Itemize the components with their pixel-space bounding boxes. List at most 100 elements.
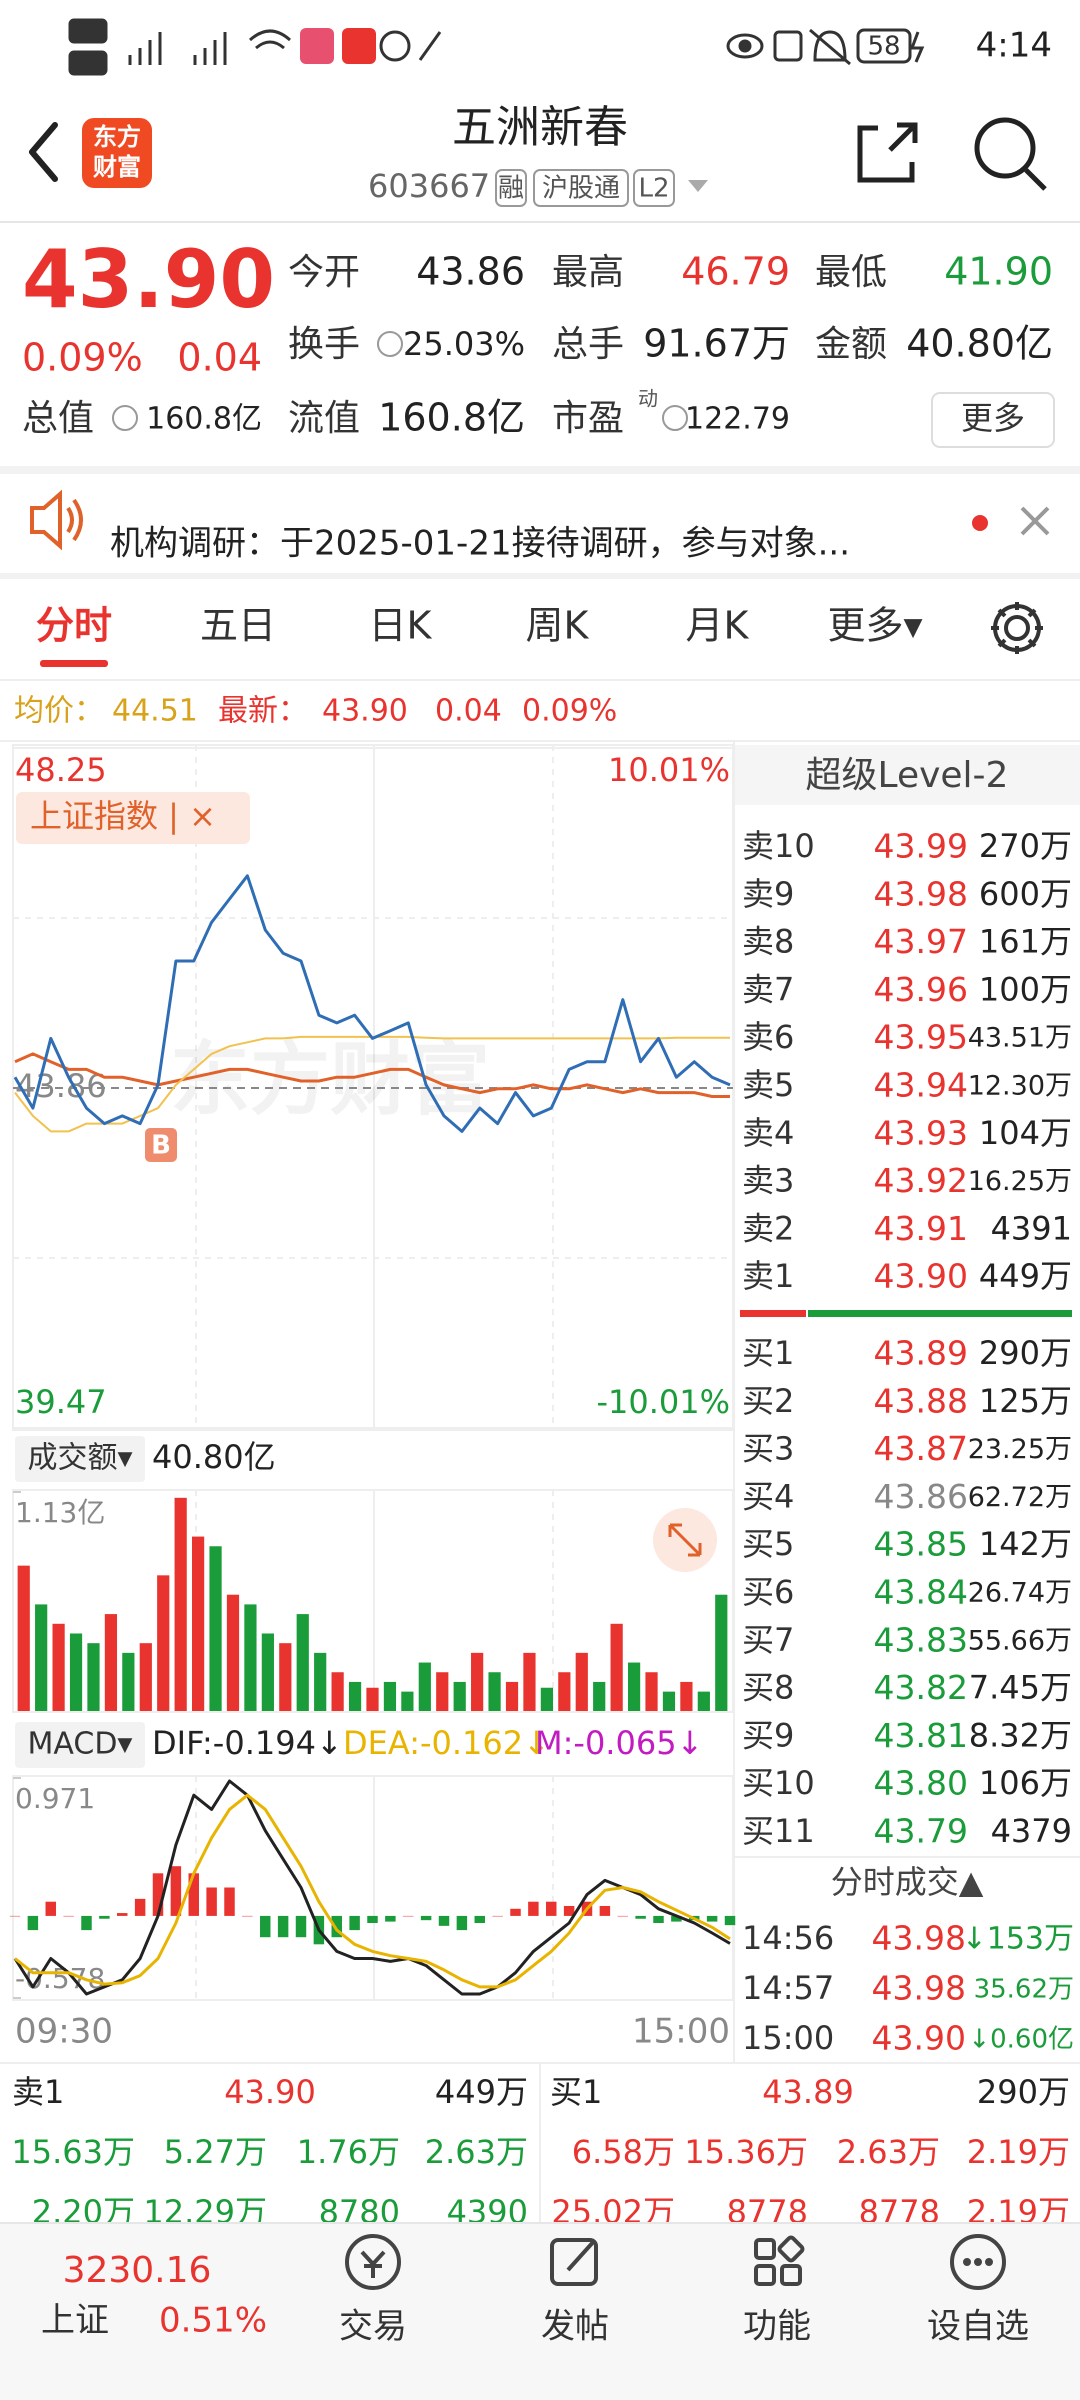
field-label: 换手	[288, 324, 360, 365]
macd-bar	[420, 1915, 432, 1921]
bid-volume: 23.25万	[968, 1434, 1072, 1465]
tab[interactable]: 五日	[200, 604, 276, 648]
stock-code: 603667	[368, 167, 490, 205]
bid-volume: 62.72万	[968, 1482, 1072, 1513]
battery-level: 58	[867, 32, 900, 62]
nav-item[interactable]: 交易	[339, 2307, 407, 2347]
info-icon[interactable]	[112, 405, 138, 431]
close-button[interactable]	[1020, 506, 1050, 536]
trade-price: 43.98	[872, 1969, 966, 2008]
volume-bar	[610, 1623, 623, 1711]
nav-item[interactable]: 功能	[743, 2307, 811, 2347]
ask-label: 卖5	[742, 1066, 794, 1104]
macd-bar	[99, 1915, 110, 1919]
ask-label: 卖8	[742, 923, 794, 961]
field-value: 122.79	[685, 402, 790, 437]
search-button[interactable]	[974, 117, 1047, 191]
tab[interactable]: 分时	[36, 604, 112, 648]
volume-bar	[593, 1681, 606, 1711]
ask-label: 卖10	[742, 827, 815, 865]
volume-selector[interactable]	[15, 1436, 145, 1482]
book-cell: 2.63万	[425, 2133, 528, 2171]
nav-item[interactable]: 设自选	[927, 2307, 1029, 2347]
macd-selector-label[interactable]: MACD▾	[28, 1727, 133, 1762]
tab[interactable]: 月K	[686, 604, 750, 648]
macd-selector[interactable]	[15, 1722, 145, 1768]
volume-bar	[523, 1652, 536, 1711]
index-percent[interactable]: 0.51%	[159, 2301, 267, 2341]
macd-bar	[81, 1915, 92, 1931]
more-button[interactable]	[931, 392, 1055, 448]
macd-bar	[367, 1915, 378, 1924]
volume-selector-label[interactable]: 成交额▾	[27, 1441, 132, 1476]
settings-button[interactable]	[991, 602, 1043, 654]
macd-bar	[295, 1915, 307, 1938]
y-tick-label: 39.47	[15, 1383, 107, 1421]
more-label[interactable]: 更多	[961, 399, 1025, 437]
nav-icons	[345, 2234, 1006, 2290]
ask-volume: 12.30万	[968, 1071, 1072, 1102]
macd-bar	[45, 1901, 56, 1916]
book-cell: 买1	[550, 2073, 602, 2111]
notice-text[interactable]: 机构调研：于2025-01-21接待调研，参与对象...	[110, 524, 850, 564]
ask-label: 卖4	[742, 1114, 794, 1152]
trade-volume: ↓153万	[962, 1922, 1074, 1957]
volume-bar	[453, 1681, 466, 1711]
volume-bar	[69, 1633, 83, 1711]
tab[interactable]: 周K	[526, 604, 590, 648]
macd-bar	[510, 1908, 521, 1916]
divider	[0, 740, 1080, 742]
info-icon[interactable]	[377, 331, 403, 357]
volume-bar	[715, 1594, 728, 1711]
book-cell: 43.90	[224, 2073, 316, 2111]
ask-volume: 100万	[979, 970, 1072, 1008]
last-percent: 0.09%	[522, 694, 617, 729]
overlay-legend[interactable]	[16, 792, 250, 844]
macd-legend: M:-0.065↓	[535, 1724, 703, 1762]
info-icon[interactable]	[662, 405, 688, 431]
ask-price: 43.91	[874, 1209, 968, 1248]
legend-entry[interactable]: 上证指数 | ×	[30, 797, 216, 835]
macd-bar	[438, 1915, 450, 1926]
y-tick-label: 43.86	[15, 1067, 107, 1105]
volume-bar	[471, 1652, 484, 1711]
dropdown-arrow[interactable]	[688, 180, 708, 192]
field-label: 今开	[288, 252, 360, 293]
index-value[interactable]: 3230.16	[63, 2250, 212, 2291]
book-cell: 15.36万	[684, 2133, 808, 2171]
nav-item[interactable]: 发帖	[541, 2307, 609, 2347]
x-tick-label: 15:00	[632, 2012, 730, 2052]
bid-price: 43.79	[874, 1812, 968, 1851]
back-button[interactable]	[29, 122, 58, 182]
volume-bar	[418, 1662, 431, 1711]
volume-bar	[87, 1643, 100, 1711]
index-name[interactable]: 上证	[41, 2301, 109, 2341]
macd-bar	[152, 1873, 164, 1916]
logo-text: 东方	[93, 123, 141, 151]
bid-label: 买1	[742, 1334, 794, 1372]
level2-header[interactable]	[735, 745, 1080, 805]
bid-price: 43.88	[874, 1381, 968, 1420]
dif-line	[13, 1779, 731, 1996]
tab[interactable]: 更多▾	[827, 604, 922, 648]
macd-bar	[224, 1887, 235, 1916]
trade-price: 43.90	[872, 2019, 966, 2058]
tab[interactable]: 日K	[369, 604, 433, 648]
macd-bar	[9, 1915, 21, 1917]
price-line	[13, 874, 731, 1133]
macd-legend: DIF:-0.194↓	[152, 1724, 343, 1762]
macd-bar	[63, 1915, 74, 1917]
trades-title[interactable]: 分时成交▲	[831, 1863, 984, 1901]
level2-title[interactable]: 超级Level-2	[806, 755, 1009, 796]
ask-volume: 16.25万	[968, 1166, 1072, 1197]
share-button[interactable]	[857, 122, 918, 183]
volume-bar	[261, 1633, 274, 1711]
volume-bar	[209, 1546, 222, 1711]
ask-price: 43.94	[874, 1066, 968, 1105]
field-label: 市盈	[552, 398, 624, 439]
trade-volume: ↓0.60亿	[968, 2025, 1074, 2055]
status-icons	[68, 18, 925, 76]
field-value: 160.8亿	[146, 402, 262, 437]
bid-volume: 142万	[979, 1525, 1072, 1563]
